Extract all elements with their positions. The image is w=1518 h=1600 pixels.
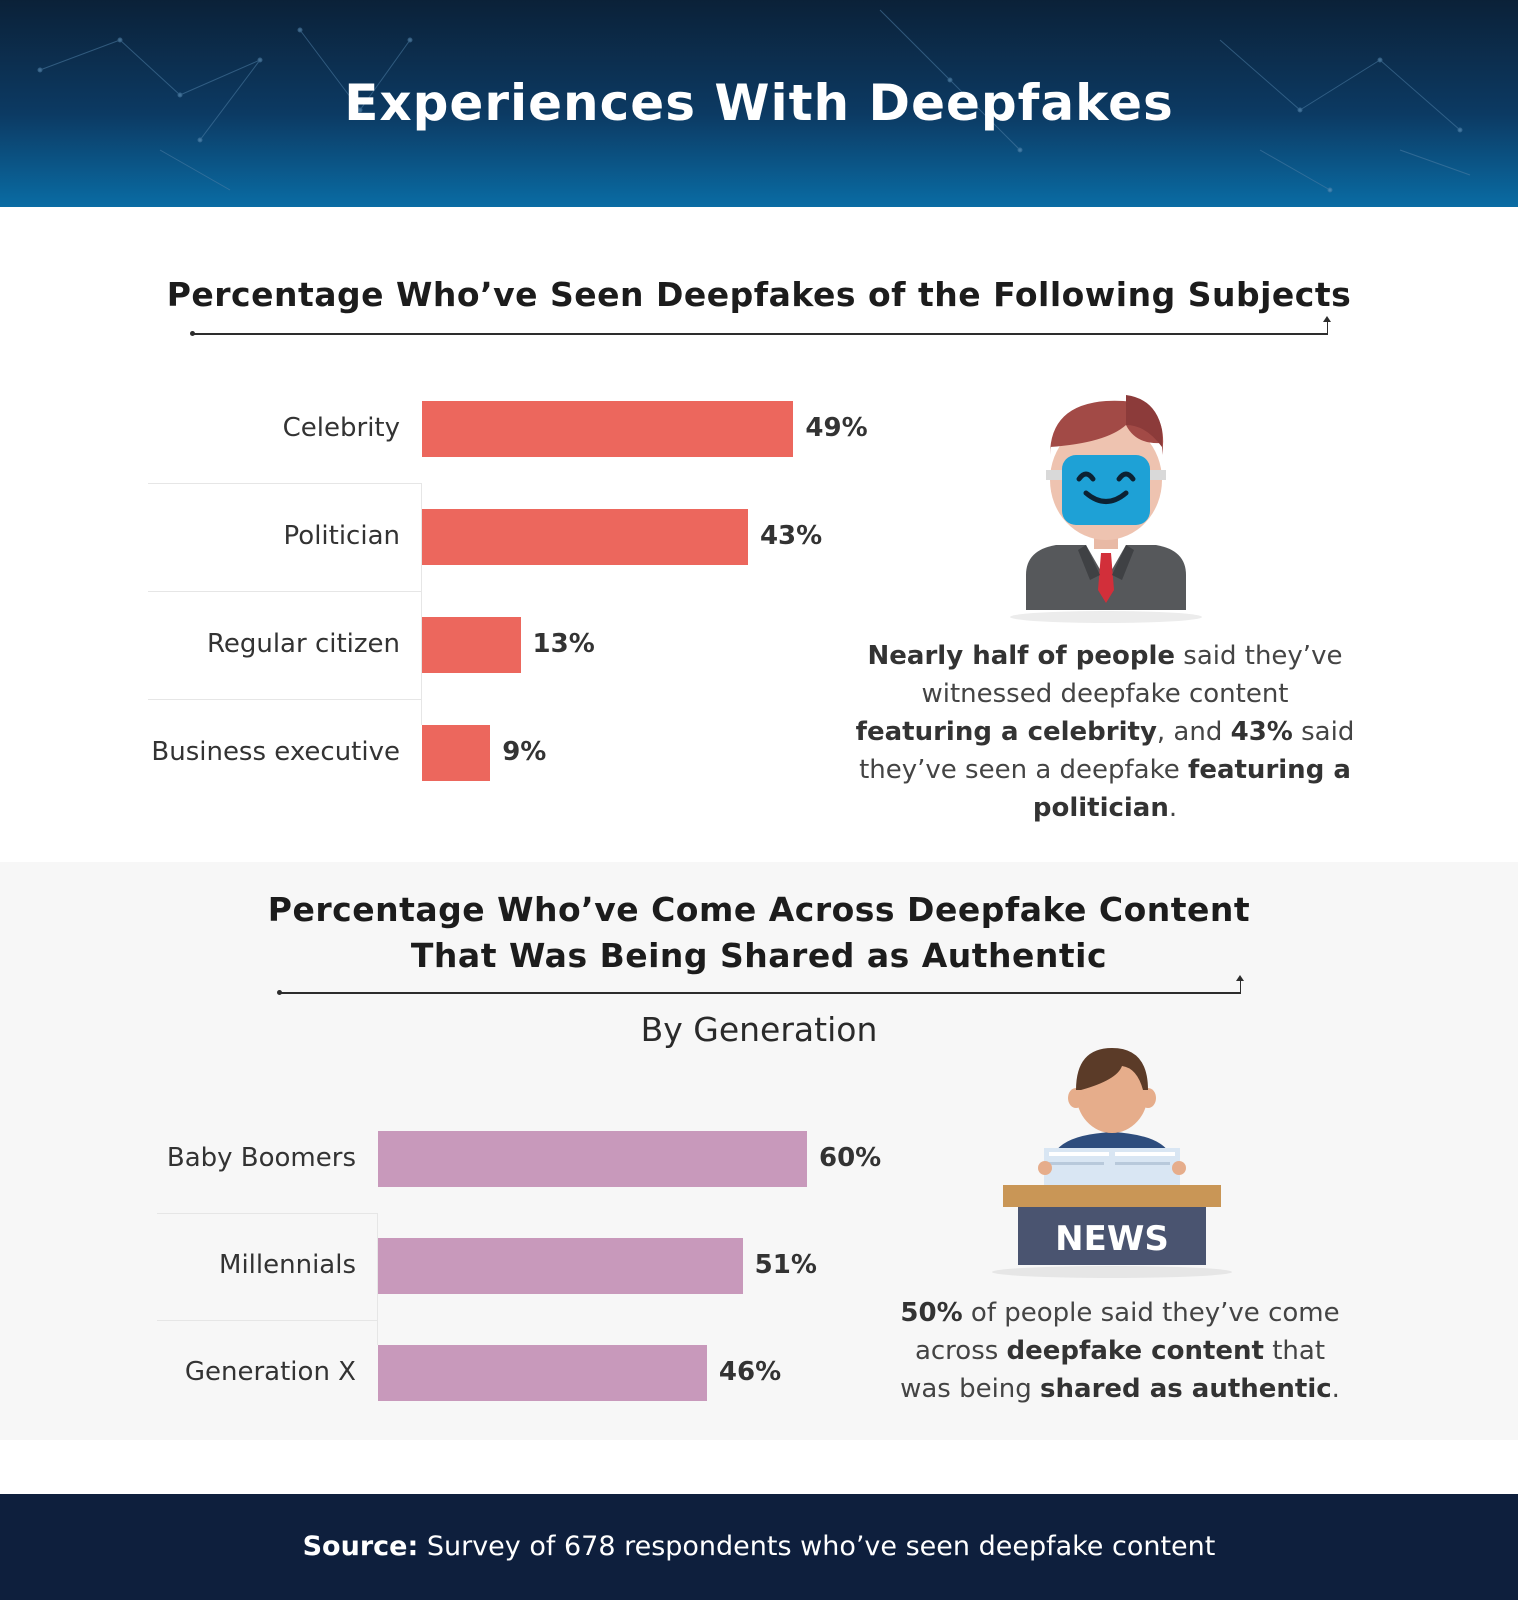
bar-label: Generation X: [184, 1357, 356, 1387]
chart2-title-rule: [277, 975, 1244, 995]
axis-line: [421, 483, 422, 725]
source-text: Survey of 678 respondents who’ve seen de…: [418, 1531, 1216, 1562]
bar-value-label: 9%: [502, 737, 547, 767]
callout-emphasis: deepfake content: [1006, 1336, 1264, 1366]
chart1-bar-chart: Celebrity 49% Politician 43% Regular citizen…: [148, 401, 868, 781]
callout-text: of people said they’ve come across: [914, 1298, 1340, 1366]
bar-label: Business executive: [151, 737, 400, 767]
bar-value-label: 49%: [805, 413, 868, 443]
row-separator: [148, 591, 422, 592]
chart1-title-rule: [190, 316, 1331, 336]
bar-label: Politician: [283, 521, 400, 551]
callout-text: that was being: [900, 1336, 1326, 1404]
callout-emphasis: featuring a celebrity: [855, 717, 1157, 747]
bar-label: Millennials: [219, 1250, 356, 1280]
constellation-background: [37, 9, 1471, 193]
footer-source: Source: Survey of 678 respondents who’ve…: [0, 1494, 1518, 1600]
chart2-subtitle: By Generation: [640, 1010, 878, 1049]
bar: [422, 725, 491, 781]
bar-value-label: 51%: [754, 1250, 817, 1280]
bar: [422, 617, 521, 673]
callout-emphasis: shared as authentic: [1040, 1374, 1332, 1404]
bar-value-label: 13%: [532, 629, 595, 659]
chart2-title-line-1: Percentage Who’ve Come Across Deepfake C…: [267, 890, 1251, 929]
bar: [378, 1238, 743, 1294]
chart2-title: Percentage Who’ve Come Across Deepfake C…: [0, 887, 1518, 979]
callout-text: said they’ve witnessed deepfake content: [921, 641, 1343, 709]
news-sign-text: NEWS: [1055, 1219, 1169, 1259]
callout-text: , and: [1156, 717, 1231, 747]
bar-value-label: 46%: [718, 1357, 782, 1387]
row-separator: [148, 483, 422, 484]
page-title: Experiences With Deepfakes: [344, 74, 1174, 132]
callout-emphasis: 43%: [1230, 717, 1293, 747]
callout-emphasis: Nearly half of people: [867, 641, 1176, 671]
axis-line: [377, 1212, 378, 1345]
callout-text: said they’ve seen a deepfake: [859, 717, 1355, 785]
row-separator: [148, 699, 422, 700]
news-reader-icon: NEWS: [992, 1048, 1232, 1278]
callout-emphasis: featuring a politician: [1032, 755, 1351, 823]
bar-label: Baby Boomers: [166, 1143, 356, 1173]
row-separator: [157, 1212, 378, 1214]
chart1-title: Percentage Who’ve Seen Deepfakes of the …: [166, 275, 1352, 314]
callout-emphasis: 50%: [900, 1298, 963, 1328]
header-banner: Experiences With Deepfakes: [0, 0, 1518, 207]
callout-shared-authentic: 50% of people said they’ve come across d…: [900, 1294, 1340, 1408]
row-separator: [157, 1319, 378, 1321]
bar: [378, 1131, 807, 1187]
bar-label: Celebrity: [282, 413, 400, 443]
bar: [378, 1345, 707, 1401]
bar-value-label: 60%: [819, 1143, 882, 1173]
bar-label: Regular citizen: [206, 629, 400, 659]
source-label: Source:: [302, 1531, 419, 1562]
callout-celebrity-politician: Nearly half of people said they’ve witne…: [850, 637, 1360, 827]
bar: [422, 509, 748, 565]
chart2-title-line-2: That Was Being Shared as Authentic: [410, 936, 1108, 975]
bar-value-label: 43%: [759, 521, 823, 551]
callout-text: .: [1331, 1374, 1340, 1404]
masked-man-icon: [1010, 395, 1202, 623]
bar: [422, 401, 794, 457]
callout-text: .: [1168, 793, 1178, 823]
